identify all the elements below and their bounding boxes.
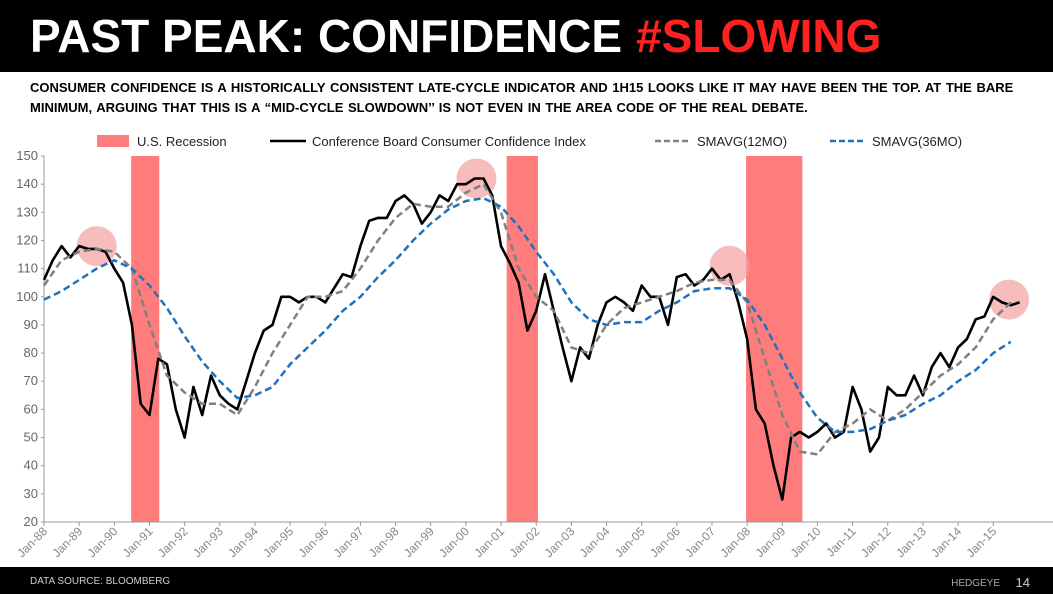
y-tick-label: 90 — [24, 317, 38, 332]
series-line — [42, 177, 1020, 501]
page-number: 14 — [1016, 575, 1030, 590]
title-main: PAST PEAK: CONFIDENCE — [30, 10, 622, 62]
x-tick-label: Jan-10 — [788, 524, 824, 560]
x-tick-label: Jan-91 — [120, 524, 156, 560]
x-tick-label: Jan-98 — [366, 524, 402, 560]
y-tick-label: 40 — [24, 458, 38, 473]
source: DATA SOURCE: BLOOMBERG — [30, 576, 170, 587]
y-tick-label: 150 — [16, 148, 38, 163]
y-tick-label: 50 — [24, 430, 38, 445]
x-tick-label: Jan-89 — [49, 524, 85, 560]
peak-highlight — [989, 279, 1030, 320]
x-tick-label: Jan-97 — [331, 524, 367, 560]
x-tick-label: Jan-11 — [824, 524, 859, 559]
x-tick-label: Jan-90 — [85, 524, 121, 560]
footer-bar — [0, 567, 1053, 594]
x-tick-label: Jan-03 — [542, 524, 578, 560]
y-tick-label: 20 — [24, 514, 38, 529]
recession-band — [131, 156, 160, 522]
y-tick-label: 30 — [24, 486, 38, 501]
x-tick-label: Jan-94 — [225, 524, 261, 560]
x-tick-label: Jan-05 — [612, 524, 648, 560]
x-tick-label: Jan-13 — [893, 524, 929, 560]
y-tick-label: 60 — [24, 401, 38, 416]
legend-swatch — [97, 135, 129, 147]
x-tick-label: Jan-08 — [717, 524, 753, 560]
legend-label: U.S. Recession — [137, 134, 227, 149]
x-tick-label: Jan-01 — [471, 524, 507, 560]
x-tick-label: Jan-99 — [401, 524, 437, 560]
brand: HEDGEYE — [951, 578, 1000, 589]
legend-label: SMAVG(36MO) — [872, 134, 962, 149]
recession-band — [746, 156, 803, 522]
x-tick-label: Jan-95 — [260, 524, 296, 560]
x-tick-label: Jan-92 — [155, 524, 191, 560]
y-tick-label: 140 — [16, 176, 38, 191]
x-tick-label: Jan-15 — [964, 524, 1000, 560]
y-tick-label: 130 — [16, 204, 38, 219]
y-tick-label: 70 — [24, 373, 38, 388]
recession-band — [506, 156, 538, 522]
title-highlight: #SLOWING — [636, 10, 881, 62]
x-tick-label: Jan-04 — [577, 524, 613, 560]
title: PAST PEAK: CONFIDENCE #SLOWING — [30, 10, 881, 62]
x-tick-label: Jan-96 — [296, 524, 332, 560]
title-bar — [0, 0, 1053, 72]
y-tick-label: 120 — [16, 232, 38, 247]
x-tick-label: Jan-02 — [506, 524, 542, 560]
y-tick-label: 110 — [17, 261, 38, 276]
peak-highlight — [709, 245, 750, 286]
x-tick-label: Jan-12 — [858, 524, 894, 560]
legend-label: Conference Board Consumer Confidence Ind… — [312, 134, 586, 149]
x-tick-label: Jan-00 — [436, 524, 472, 560]
x-tick-label: Jan-09 — [753, 524, 789, 560]
x-tick-label: Jan-93 — [190, 524, 226, 560]
x-tick-label: Jan-06 — [647, 524, 683, 560]
x-tick-label: Jan-07 — [682, 524, 718, 560]
x-tick-label: Jan-14 — [928, 524, 964, 560]
legend-label: SMAVG(12MO) — [697, 134, 787, 149]
y-tick-label: 80 — [24, 345, 38, 360]
subtitle: CONSUMER CONFIDENCE IS A HISTORICALLY CO… — [30, 80, 1014, 115]
y-tick-label: 100 — [16, 289, 38, 304]
x-tick-label: Jan-88 — [14, 524, 50, 560]
series-line — [43, 196, 1012, 434]
